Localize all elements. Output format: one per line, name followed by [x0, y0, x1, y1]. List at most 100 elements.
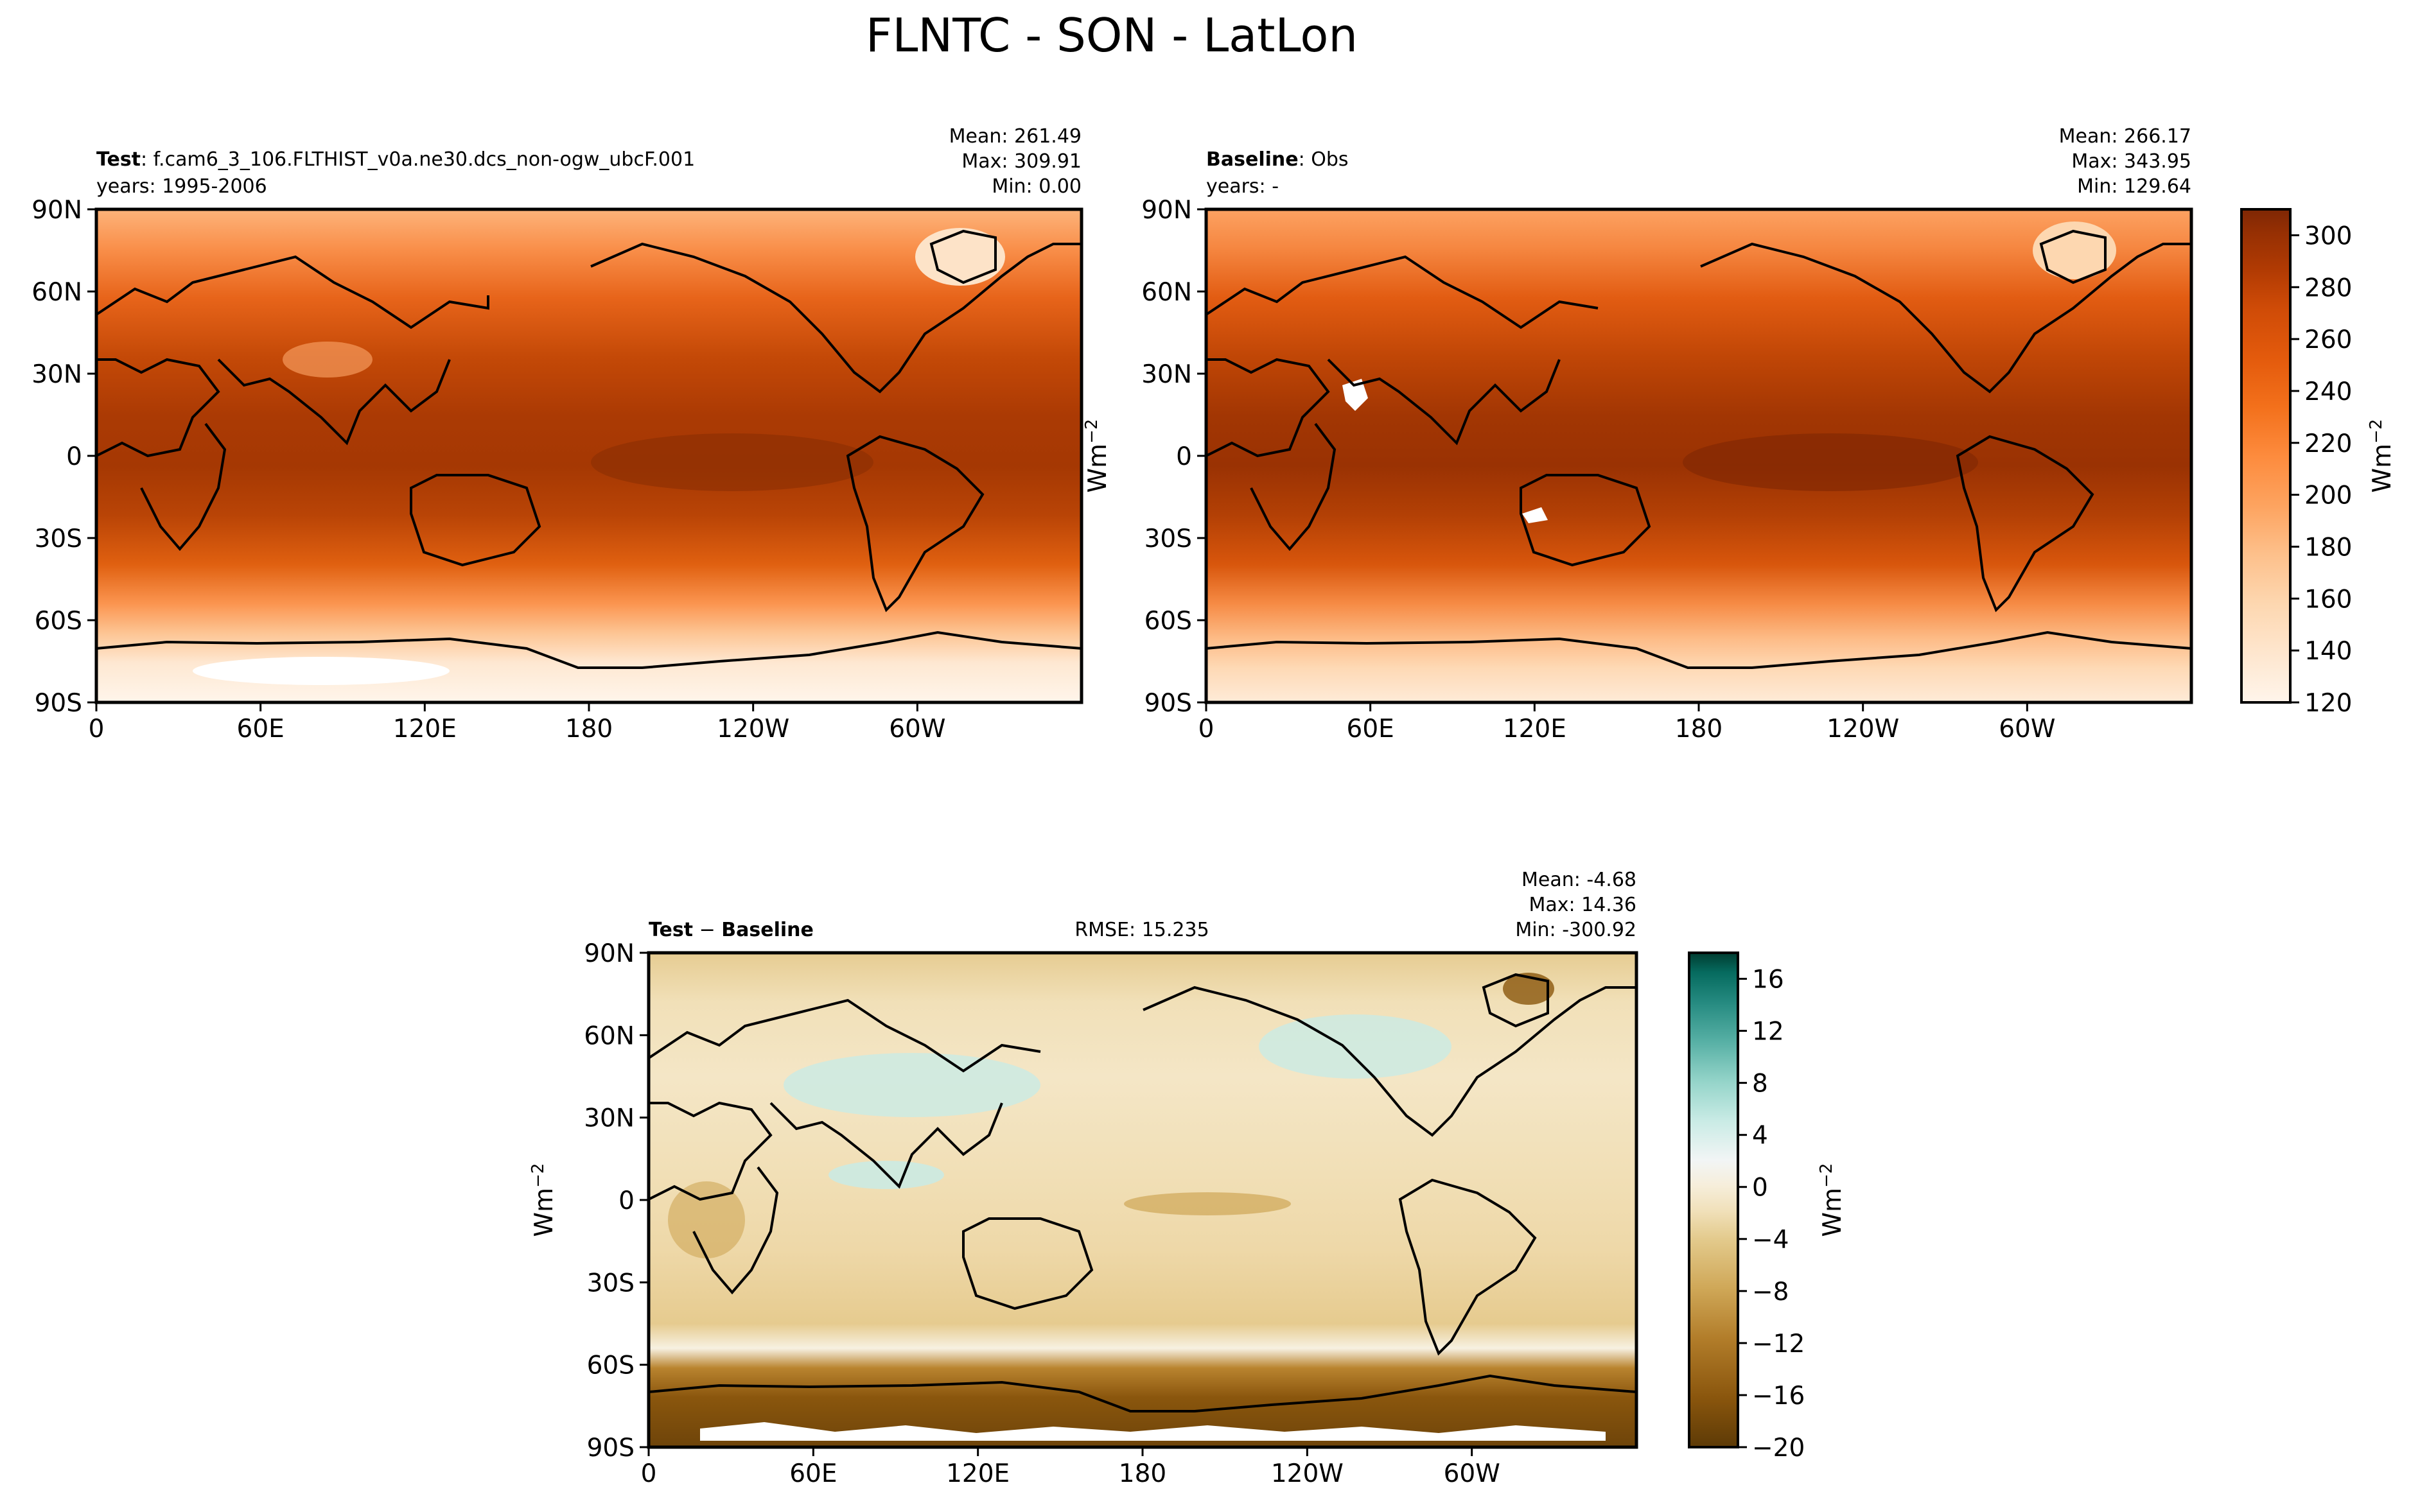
baseline-arabia-gap: [1342, 379, 1368, 411]
y-tick-label: 30N: [31, 360, 82, 389]
top-colorbar-unit-exp: −2: [2367, 419, 2386, 444]
colorbar-tick-label: 240: [2304, 378, 2352, 406]
x-tick-label: 0: [641, 1459, 657, 1488]
x-tick-label: 180: [565, 715, 613, 743]
diff-asia-positive: [784, 1053, 1040, 1117]
baseline-y-unit-exp: −2: [1082, 419, 1101, 444]
y-tick-label: 90S: [1144, 689, 1192, 718]
colorbar-tick-label: 220: [2304, 430, 2352, 458]
x-tick-label: 120E: [1503, 715, 1566, 743]
diff-min: Min: -300.92: [1515, 919, 1636, 941]
y-tick-label: 90S: [35, 689, 82, 718]
diff-panel: Test − Baseline RMSE: 15.235 Mean: -4.68…: [529, 869, 1638, 1488]
bottom-colorbar-unit-base: Wm: [1818, 1188, 1847, 1237]
diff-africa-negative: [668, 1181, 745, 1258]
diff-label-bold2: Baseline: [721, 919, 814, 941]
colorbar-tick-label: −20: [1752, 1434, 1805, 1463]
colorbar-tick-label: 4: [1752, 1122, 1768, 1151]
colorbar-tick-label: 16: [1752, 966, 1784, 995]
x-tick-label: 60E: [1347, 715, 1394, 743]
baseline-y-axis: 90N 60N 30N 0 30S 60S 90S: [1141, 196, 1206, 718]
diff-mean: Mean: -4.68: [1521, 869, 1636, 891]
colorbar-tick-label: 120: [2304, 689, 2352, 718]
x-tick-label: 120W: [717, 715, 789, 743]
x-tick-label: 60W: [1999, 715, 2055, 743]
colorbar-tick-label: 300: [2304, 222, 2352, 250]
colorbar-tick-label: 180: [2304, 533, 2352, 562]
diff-label-mid: −: [693, 919, 721, 941]
test-pacific-max: [591, 433, 873, 491]
y-tick-label: 30N: [584, 1104, 635, 1133]
y-tick-label: 60N: [584, 1021, 635, 1050]
colorbar-tick-label: 160: [2304, 585, 2352, 614]
test-max: Max: 309.91: [961, 150, 1082, 173]
y-tick-label: 0: [1176, 442, 1192, 471]
bottom-colorbar: −20 −16 −12 −8 −4 0 4 8 12 16 Wm−2: [1688, 952, 1847, 1463]
test-label-rest: : f.cam6_3_106.FLTHIST_v0a.ne30.dcs_non-…: [141, 148, 695, 171]
x-tick-label: 120W: [1827, 715, 1899, 743]
baseline-mean: Mean: 266.17: [2059, 125, 2191, 148]
x-tick-label: 0: [89, 715, 105, 743]
diff-antarctic-gaps: [700, 1422, 1606, 1441]
baseline-y-unit: Wm−2: [1082, 419, 1112, 493]
colorbar-tick-label: 140: [2304, 637, 2352, 666]
test-years: years: 1995-2006: [96, 175, 267, 198]
baseline-x-axis: 0 60E 120E 180 120W 60W: [1198, 702, 2055, 743]
colorbar-tick-label: 280: [2304, 274, 2352, 302]
y-tick-label: 90N: [584, 939, 635, 968]
baseline-y-unit-base: Wm: [1083, 444, 1112, 493]
test-y-axis: 90N 60N 30N 0 30S 60S 90S: [31, 196, 96, 718]
colorbar-tick-label: −12: [1752, 1330, 1805, 1359]
diff-y-unit-exp: −2: [529, 1163, 548, 1188]
x-tick-label: 60W: [1444, 1459, 1500, 1488]
diff-label: Test − Baseline: [649, 919, 814, 941]
test-label-bold: Test: [96, 148, 141, 171]
y-tick-label: 0: [66, 442, 82, 471]
baseline-label-bold: Baseline: [1206, 148, 1299, 171]
y-tick-label: 90N: [1141, 196, 1192, 225]
test-tibet-low: [283, 342, 373, 378]
figure-title: FLNTC - SON - LatLon: [866, 8, 1358, 62]
diff-y-unit: Wm−2: [529, 1163, 559, 1237]
colorbar-tick-label: 260: [2304, 326, 2352, 354]
x-tick-label: 60E: [237, 715, 285, 743]
test-panel: Test: f.cam6_3_106.FLTHIST_v0a.ne30.dcs_…: [31, 125, 1083, 743]
x-tick-label: 60W: [889, 715, 945, 743]
y-tick-label: 30N: [1141, 360, 1192, 389]
colorbar-tick-label: −8: [1752, 1278, 1789, 1307]
y-tick-label: 60S: [35, 607, 82, 636]
baseline-max: Max: 343.95: [2071, 150, 2191, 173]
x-tick-label: 60E: [789, 1459, 837, 1488]
diff-coastlines: [647, 973, 1637, 1412]
top-colorbar-unit-base: Wm: [2368, 444, 2397, 493]
colorbar-tick-label: −16: [1752, 1382, 1805, 1411]
baseline-min: Min: 129.64: [2077, 175, 2191, 198]
baseline-coastlines: [1205, 229, 2192, 669]
bottom-colorbar-ticks: −20 −16 −12 −8 −4 0 4 8 12 16: [1738, 966, 1805, 1463]
test-min: Min: 0.00: [992, 175, 1082, 198]
y-tick-label: 90S: [587, 1434, 635, 1463]
colorbar-tick-label: 8: [1752, 1070, 1768, 1099]
colorbar-tick-label: 12: [1752, 1018, 1784, 1047]
baseline-pacific-max: [1683, 433, 1978, 491]
baseline-panel: Baseline: Obs years: - Mean: 266.17 Max:…: [1082, 125, 2193, 743]
test-antarctic-low: [193, 657, 450, 685]
x-tick-label: 120W: [1271, 1459, 1344, 1488]
test-mean: Mean: 261.49: [949, 125, 1082, 148]
bottom-colorbar-unit-exp: −2: [1817, 1163, 1836, 1188]
x-tick-label: 120E: [946, 1459, 1010, 1488]
x-tick-label: 0: [1198, 715, 1214, 743]
x-tick-label: 120E: [393, 715, 457, 743]
baseline-years: years: -: [1206, 175, 1279, 198]
x-tick-label: 180: [1119, 1459, 1166, 1488]
test-coastlines: [95, 229, 1082, 669]
test-label: Test: f.cam6_3_106.FLTHIST_v0a.ne30.dcs_…: [96, 148, 695, 171]
y-tick-label: 60N: [1141, 278, 1192, 307]
y-tick-label: 30S: [1144, 525, 1192, 553]
x-tick-label: 180: [1675, 715, 1723, 743]
diff-pacific-negative: [1124, 1192, 1291, 1215]
diff-max: Max: 14.36: [1529, 894, 1636, 916]
bottom-colorbar-bar: [1688, 952, 1739, 1448]
colorbar-tick-label: 200: [2304, 482, 2352, 510]
